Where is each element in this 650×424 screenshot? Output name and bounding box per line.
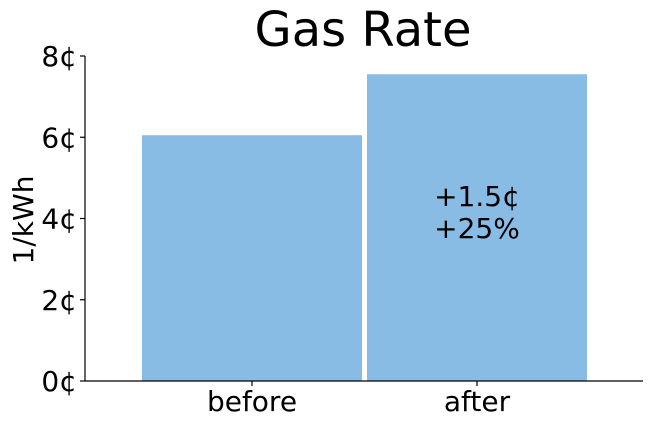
- x-tick-label-after: after: [444, 385, 511, 418]
- bars-group: [142, 74, 587, 381]
- bar-before: [142, 135, 362, 381]
- y-tick-label-6: 6¢: [41, 121, 77, 154]
- y-ticks-group: 0¢ 2¢ 4¢ 6¢ 8¢: [41, 40, 85, 398]
- y-tick-label-8: 8¢: [41, 40, 77, 73]
- annotation-line-2: +25%: [434, 212, 520, 245]
- y-tick-label-2: 2¢: [41, 284, 77, 317]
- y-tick-label-0: 0¢: [41, 365, 77, 398]
- y-axis-label: 1/kWh: [7, 176, 40, 265]
- x-tick-label-before: before: [207, 385, 297, 418]
- bar-after: [367, 74, 587, 381]
- x-ticks-group: before after: [207, 381, 511, 418]
- y-tick-label-4: 4¢: [41, 203, 77, 236]
- chart-title: Gas Rate: [255, 2, 472, 58]
- bar-annotation: +1.5¢+25%: [434, 180, 520, 245]
- annotation-line-1: +1.5¢: [434, 180, 520, 213]
